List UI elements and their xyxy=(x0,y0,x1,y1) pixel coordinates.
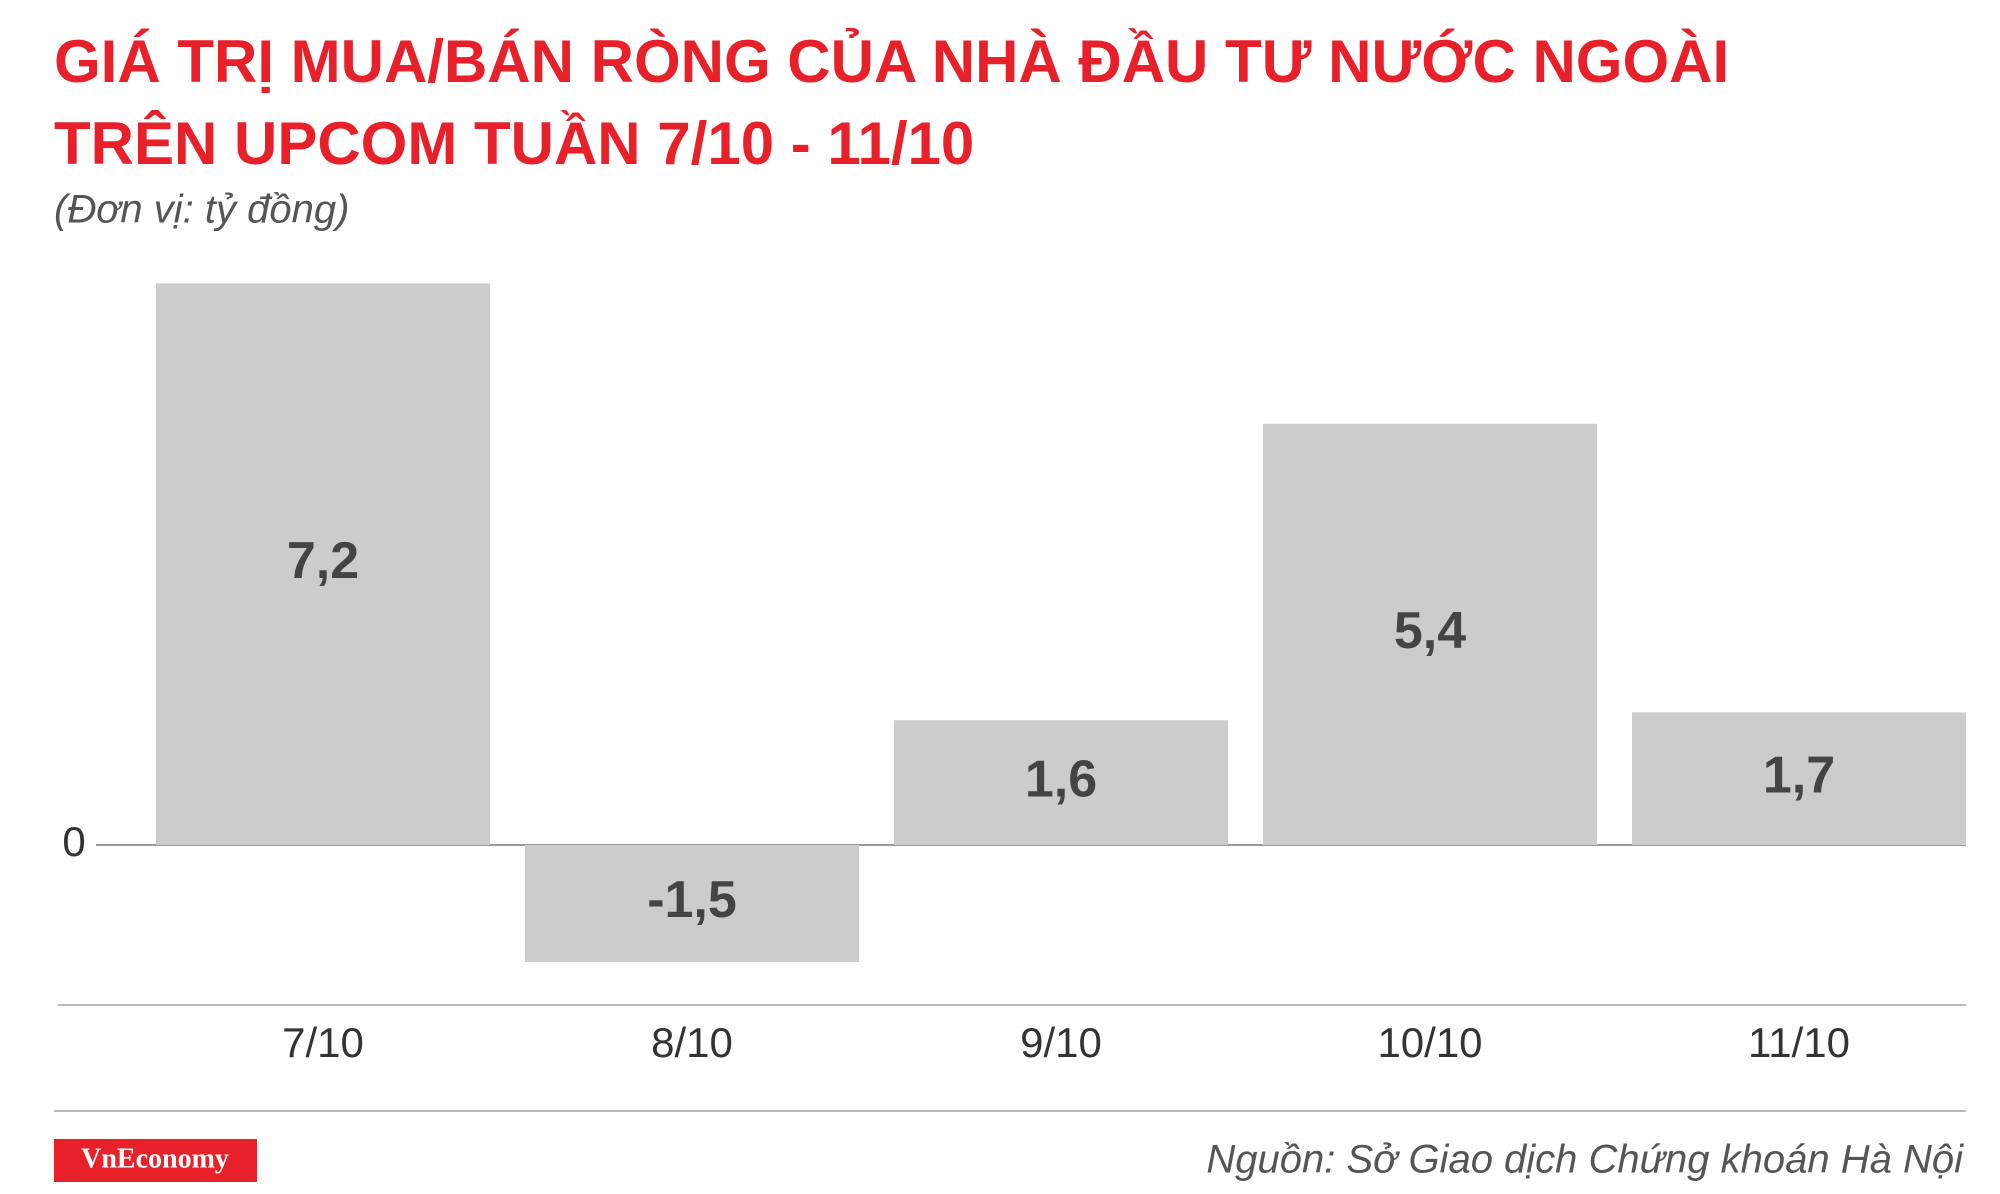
value-label: 1,7 xyxy=(1763,746,1835,804)
bar xyxy=(894,720,1228,845)
value-label: 5,4 xyxy=(1394,602,1466,660)
x-tick-label: 8/10 xyxy=(651,1019,733,1066)
brand: VnEconomy xyxy=(81,1143,229,1174)
source: Nguồn: Sở Giao dịch Chứng khoán Hà Nội xyxy=(1206,1138,1964,1182)
x-tick-label: 11/10 xyxy=(1748,1019,1850,1066)
chart-title: TRÊN UPCOM TUẦN 7/10 - 11/10 xyxy=(54,110,974,177)
x-tick-label: 9/10 xyxy=(1020,1019,1102,1066)
x-tick-label: 10/10 xyxy=(1377,1019,1482,1066)
bar xyxy=(1632,712,1966,845)
x-tick-label: 7/10 xyxy=(282,1019,364,1066)
y-tick-label: 0 xyxy=(62,818,85,865)
chart-subtitle: (Đơn vị: tỷ đồng) xyxy=(54,188,349,232)
value-label: 1,6 xyxy=(1025,750,1097,808)
brand-box xyxy=(54,1139,257,1182)
value-label: 7,2 xyxy=(287,532,359,590)
bar xyxy=(525,845,859,962)
bar xyxy=(1263,423,1597,845)
value-label: -1,5 xyxy=(647,871,737,929)
chart-title: GIÁ TRỊ MUA/BÁN RÒNG CỦA NHÀ ĐẦU TƯ NƯỚC… xyxy=(54,28,1729,95)
bar xyxy=(156,283,490,845)
